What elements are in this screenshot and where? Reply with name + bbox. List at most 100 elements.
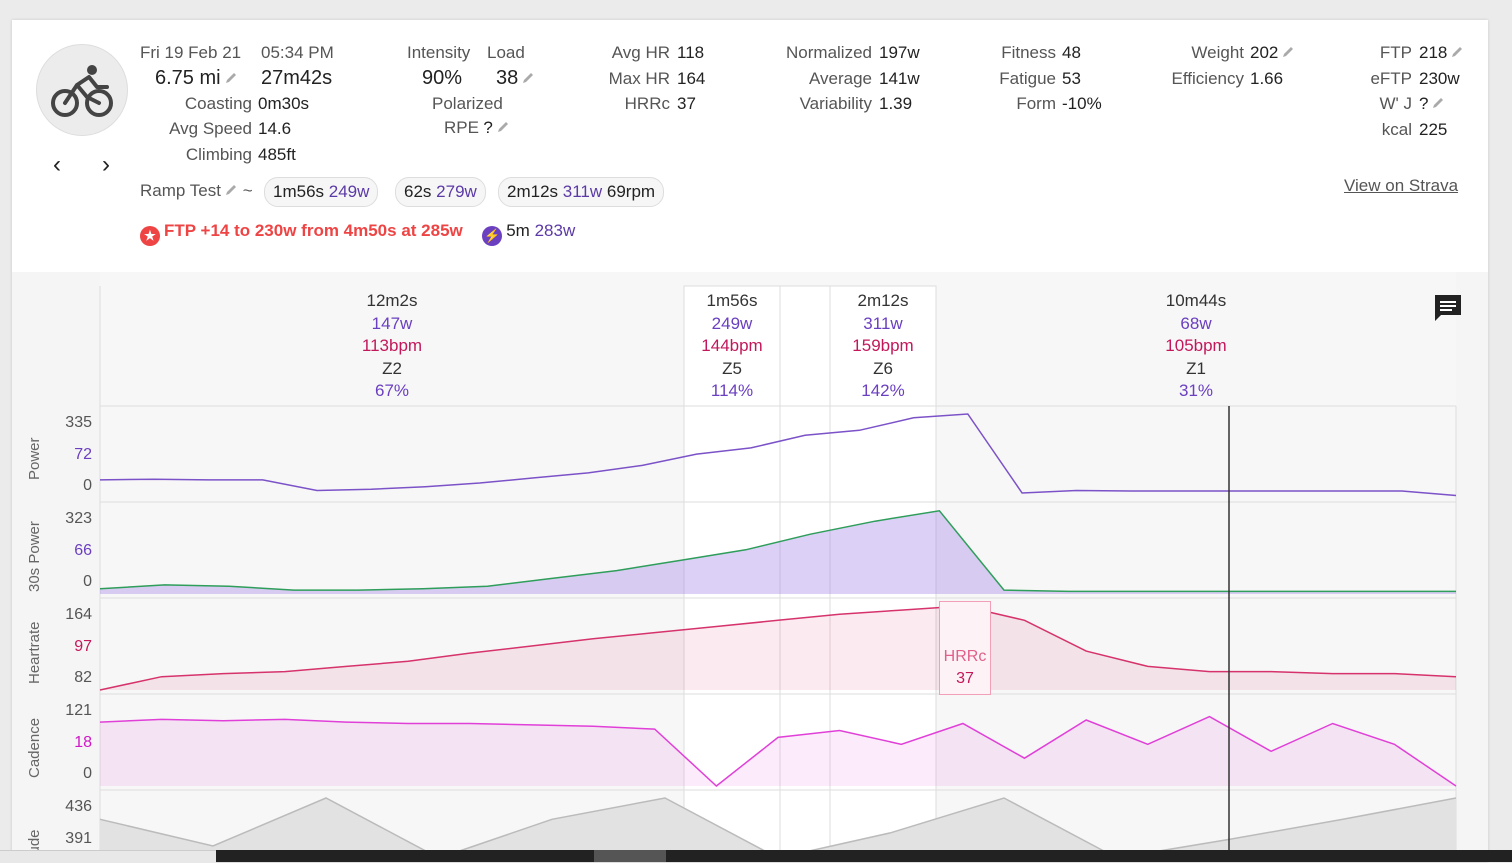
altitude-tick-max: 436 [65,798,92,815]
activity-chart-svg[interactable] [12,272,1488,862]
heartrate-area [100,606,1456,690]
normalized-value: 197w [879,43,920,62]
ftp-label: FTP [1379,43,1412,62]
hrrc-value: 37 [677,94,696,113]
interval-label-2[interactable]: 1m56s 249w 144bpm Z5 114% [701,291,763,400]
rpe-field[interactable]: RPE ? [444,118,510,138]
avg-hr-value: 118 [677,43,705,62]
fatigue-label: Fatigue [999,69,1056,88]
heartrate-axis-label: Heartrate [26,621,43,684]
bottom-scrollbar[interactable] [216,850,1512,862]
interval-band-3 [829,285,937,862]
hrrc-label: HRRc [624,94,670,113]
power-tick-min: 0 [83,477,92,494]
form-value: -10% [1062,94,1102,113]
interval-label-3[interactable]: 2m12s 311w 159bpm Z6 142% [852,291,914,400]
hr-tick-mid: 97 [74,638,92,655]
avg-speed-label: Avg Speed [169,119,252,138]
fitness-value: 48 [1062,43,1081,62]
altitude-tick-mid: 391 [65,830,92,847]
interval-chip[interactable]: 62s 279w [395,177,486,207]
interval-chip[interactable]: 2m12s 311w 69rpm [498,177,665,207]
peak-duration: 5m [506,221,530,240]
chevron-left-icon: ‹ [53,151,61,178]
power-axis-label: Power [26,437,43,480]
30s-tick-min: 0 [83,573,92,590]
30s-tick-max: 323 [65,510,92,527]
efficiency-label: Efficiency [1171,69,1244,88]
view-on-strava-link[interactable]: View on Strava [1344,176,1459,195]
cadence-tick-max: 121 [65,702,92,719]
eftp-value: 230w [1419,69,1460,88]
activity-charts[interactable]: 12m2s 147w 113bpm Z2 67% 1m56s 249w 144b… [12,272,1488,862]
intensity-label: Intensity [407,43,471,62]
variability-value: 1.39 [879,94,913,113]
interval-label-1[interactable]: 12m2s 147w 113bpm Z2 67% [361,291,423,400]
fatigue-value: 53 [1062,69,1081,88]
comment-button[interactable] [1432,292,1464,324]
prev-activity-button[interactable]: ‹ [42,150,72,180]
interval-band-1 [683,285,781,862]
average-power-label: Average [808,69,872,88]
30s-power-zone-fill [100,510,1456,594]
polarized-label: Polarized [432,94,503,113]
activity-time: 05:34 PM [261,43,334,62]
heartrate-line [99,605,1457,691]
load-value[interactable]: 38 [496,67,535,90]
pencil-icon[interactable] [521,68,535,83]
workout-name[interactable]: Ramp Test ~ [140,181,253,200]
normalized-label: Normalized [786,43,872,62]
cadence-tick-min: 0 [83,765,92,782]
30s-power-axis-label: 30s Power [26,521,43,592]
wj-value[interactable]: ? [1419,94,1445,114]
efficiency-value: 1.66 [1250,69,1284,88]
intensity-value: 90% [422,67,463,89]
max-hr-label: Max HR [608,69,670,88]
hrrc-marker[interactable]: HRRc 37 [939,601,991,695]
cadence-line [99,715,1457,787]
achievements-row: ★ FTP +14 to 230w from 4m50s at 285w ⚡ 5m … [140,221,575,246]
ftp-value[interactable]: 218 [1419,43,1464,63]
hr-tick-min: 82 [74,669,92,686]
scrollbar-thumb[interactable] [594,850,666,862]
pencil-icon[interactable] [1450,44,1464,58]
weight-label: Weight [1191,43,1244,62]
bicycle-icon [51,65,113,117]
power-line [99,413,1457,497]
kcal-label: kcal [1381,120,1412,139]
pencil-icon[interactable] [224,68,238,83]
activity-avatar [36,44,128,136]
form-label: Form [1016,94,1056,113]
weight-value[interactable]: 202 [1250,43,1295,63]
interval-chip[interactable]: 1m56s 249w [264,177,379,207]
activity-date: Fri 19 Feb 21 [140,43,242,62]
wj-label: W' J [1379,94,1412,113]
next-activity-button[interactable]: › [91,150,121,180]
interval-label-4[interactable]: 10m44s 68w 105bpm Z1 31% [1165,291,1227,400]
peak-watts[interactable]: 283w [534,221,576,240]
30s-tick-mid: 66 [74,542,92,559]
lightning-icon: ⚡ [482,226,503,246]
ftp-achievement[interactable]: FTP +14 to 230w from 4m50s at 285w [164,221,463,240]
eftp-label: eFTP [1370,69,1412,88]
star-badge-icon: ★ [140,226,160,246]
comment-icon [1435,295,1461,321]
chevron-right-icon: › [102,151,110,178]
activity-card: ‹ › Fri 19 Feb 21 05:34 PM 6.75 mi 27m42… [12,20,1488,862]
bottom-left-strip [0,850,216,863]
max-hr-value: 164 [677,69,706,88]
average-power-value: 141w [879,69,920,88]
pencil-icon[interactable] [1281,44,1295,58]
hr-tick-max: 164 [65,606,92,623]
cadence-area [100,716,1456,786]
pencil-icon[interactable] [224,182,238,196]
pencil-icon[interactable] [496,120,510,134]
30s-power-line [99,509,1456,593]
fitness-label: Fitness [1001,43,1056,62]
avg-speed-value: 14.6 [258,119,292,138]
pencil-icon[interactable] [1431,95,1445,109]
cadence-tick-mid: 18 [74,734,92,751]
interval-band-2 [779,285,831,862]
climbing-value: 485ft [258,145,296,164]
activity-distance[interactable]: 6.75 mi [155,67,238,90]
